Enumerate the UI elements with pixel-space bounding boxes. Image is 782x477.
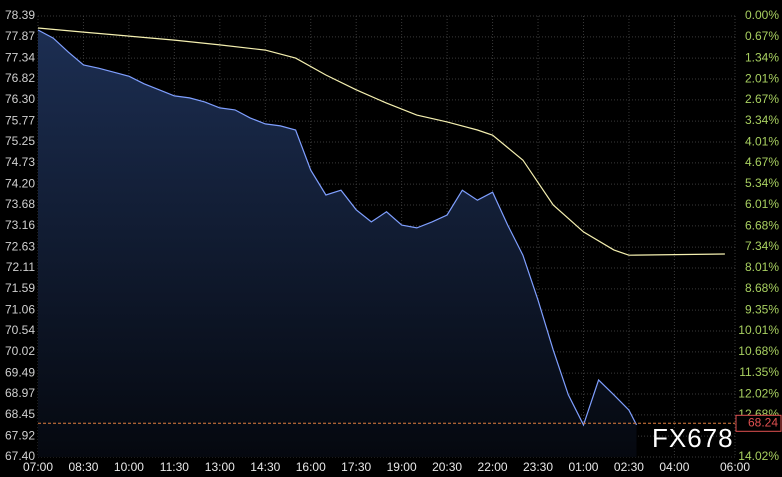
x-tick-label: 17:30 xyxy=(341,460,371,474)
y-tick-label: 69.49 xyxy=(5,365,35,379)
y-tick-label: 71.06 xyxy=(5,302,35,316)
y-tick-label: 73.16 xyxy=(5,218,35,232)
y2-tick-label: 12.02% xyxy=(738,386,779,400)
watermark: FX678 xyxy=(652,423,734,453)
y2-tick-label: 1.34% xyxy=(745,50,779,64)
y2-tick-label: 0.67% xyxy=(745,29,779,43)
x-tick-label: 20:30 xyxy=(432,460,462,474)
y-tick-label: 67.40 xyxy=(5,449,35,463)
line xyxy=(37,27,725,256)
x-tick-label: 11:30 xyxy=(160,460,189,474)
y2-tick-label: 3.34% xyxy=(745,113,779,127)
x-tick-label: 10:00 xyxy=(114,460,144,474)
y2-tick-label: 8.01% xyxy=(745,260,779,274)
x-tick-label: 07:00 xyxy=(23,460,53,474)
y-tick-label: 77.34 xyxy=(5,50,35,64)
y2-tick-label: 6.68% xyxy=(745,218,779,232)
line xyxy=(37,29,638,427)
y-tick-label: 76.82 xyxy=(5,71,35,85)
y2-tick-label: 5.34% xyxy=(745,176,779,190)
y-tick-label: 75.25 xyxy=(5,134,35,148)
x-tick-label: 08:30 xyxy=(68,460,98,474)
y-tick-label: 72.11 xyxy=(6,260,35,274)
y-tick-label: 72.63 xyxy=(5,239,35,253)
x-tick-label: 01:00 xyxy=(568,460,598,474)
y2-tick-label: 4.01% xyxy=(745,134,779,148)
y-tick-label: 70.54 xyxy=(5,323,35,337)
x-tick-label: 22:00 xyxy=(478,460,508,474)
x-tick-label: 16:00 xyxy=(296,460,326,474)
y2-tick-label: 10.68% xyxy=(738,344,779,358)
y2-tick-label: 9.35% xyxy=(745,302,779,316)
x-tick-label: 02:30 xyxy=(614,460,644,474)
y2-tick-label: 6.01% xyxy=(745,197,779,211)
current-price-box xyxy=(735,414,782,432)
y-tick-label: 68.97 xyxy=(5,386,35,400)
x-tick-label: 14:30 xyxy=(250,460,280,474)
y-tick-label: 75.77 xyxy=(5,113,35,127)
y2-tick-label: 2.01% xyxy=(745,71,779,85)
y-tick-label: 74.73 xyxy=(5,155,35,169)
x-tick-label: 06:00 xyxy=(720,460,750,474)
y2-tick-label: 10.01% xyxy=(738,323,779,337)
x-tick-label: 13:00 xyxy=(205,460,235,474)
y-tick-label: 70.02 xyxy=(5,344,35,358)
current-price-label: 68.24 xyxy=(748,415,778,429)
y2-tick-label: 7.34% xyxy=(745,239,779,253)
y2-tick-label: 0.00% xyxy=(745,8,779,22)
y-tick-label: 67.92 xyxy=(5,428,35,442)
y-tick-label: 76.30 xyxy=(5,92,35,106)
y2-tick-label: 8.68% xyxy=(745,281,779,295)
y-tick-label: 77.87 xyxy=(5,29,35,43)
y-tick-label: 74.20 xyxy=(5,176,35,190)
y-tick-label: 73.68 xyxy=(5,197,35,211)
y-tick-label: 78.39 xyxy=(5,8,35,22)
y2-tick-label: 11.35% xyxy=(739,365,779,379)
y2-tick-label: 14.02% xyxy=(738,449,779,463)
x-tick-label: 19:00 xyxy=(387,460,417,474)
area xyxy=(38,30,637,457)
y2-tick-label: 2.67% xyxy=(745,92,779,106)
y-tick-label: 71.59 xyxy=(5,281,35,295)
x-tick-label: 23:30 xyxy=(523,460,553,474)
y-tick-label: 68.45 xyxy=(5,407,35,421)
x-tick-label: 04:00 xyxy=(659,460,689,474)
y2-tick-label: 4.67% xyxy=(745,155,779,169)
